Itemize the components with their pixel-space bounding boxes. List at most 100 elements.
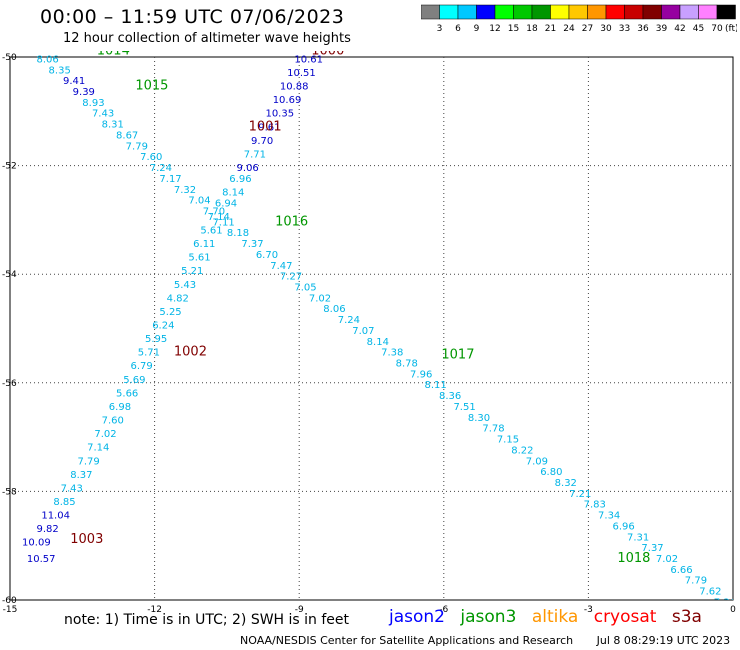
low-pressure-label: 1001 xyxy=(249,119,282,134)
sat-s3a: s3a xyxy=(671,607,702,627)
wave-height-value: 9.82 xyxy=(37,524,59,535)
scale-label: 15 xyxy=(508,24,519,34)
wave-height-value: 10.57 xyxy=(27,554,56,565)
wave-height-value: 5.21 xyxy=(181,266,203,277)
wave-height-value: 7.78 xyxy=(482,424,504,435)
scale-label: 33 xyxy=(619,24,630,34)
wave-height-value: 10.51 xyxy=(287,68,316,79)
wave-height-value: 5.43 xyxy=(174,280,196,291)
wave-height-value: 7.04 xyxy=(188,196,210,207)
wave-height-value: 9.70 xyxy=(251,136,273,147)
wave-height-value: 7.07 xyxy=(352,326,374,337)
wave-height-value: 7.37 xyxy=(641,543,663,554)
credit-org: NOAA/NESDIS Center for Satellite Applica… xyxy=(240,634,574,647)
wave-height-value: 7.71 xyxy=(244,149,266,160)
sat-cryosat: cryosat xyxy=(593,607,657,627)
y-tick-label: -52 xyxy=(2,162,17,172)
wave-height-value: 6.80 xyxy=(540,467,562,478)
credit-timestamp: Jul 8 08:29:19 UTC 2023 xyxy=(596,634,731,647)
scale-label: 6 xyxy=(455,24,461,34)
wave-height-value: 8.31 xyxy=(102,120,124,131)
wave-height-value: 7.21 xyxy=(569,489,591,500)
sat-jason2: jason2 xyxy=(389,607,445,627)
high-pressure-label: 1014 xyxy=(97,43,130,58)
wave-height-value: 7.79 xyxy=(685,576,707,587)
x-tick-label: -9 xyxy=(295,605,304,615)
scale-label: 42 xyxy=(674,24,685,34)
wave-height-value: 7.79 xyxy=(126,141,148,152)
wave-height-value: 7.37 xyxy=(241,239,263,250)
satellite-legend: jason2 jason3 altika cryosat s3a xyxy=(389,607,712,627)
wave-height-value: 8.93 xyxy=(82,98,104,109)
wave-height-value: 7.34 xyxy=(714,597,736,608)
wave-height-value: 7.02 xyxy=(94,429,116,440)
wave-height-value: 4.82 xyxy=(167,293,189,304)
high-pressure-label: 1016 xyxy=(275,214,308,229)
x-tick-label: -3 xyxy=(584,605,593,615)
high-pressure-label: 1018 xyxy=(617,551,650,566)
scale-label: 70 xyxy=(711,24,723,34)
x-tick-label: -15 xyxy=(3,605,18,615)
wave-height-value: 7.70 xyxy=(203,206,225,217)
wave-height-value: 10.09 xyxy=(22,538,51,549)
wave-height-value: 7.60 xyxy=(140,152,162,163)
wave-height-value: 7.51 xyxy=(453,402,475,413)
wave-height-value: 11.23 xyxy=(302,41,331,52)
wave-height-value: 7.83 xyxy=(584,500,606,511)
credit-line: NOAA/NESDIS Center for Satellite Applica… xyxy=(240,634,730,647)
map-title: 00:00 – 11:59 UTC 07/06/2023 xyxy=(40,6,345,28)
scale-label: 39 xyxy=(656,24,668,34)
wave-height-value: 5.61 xyxy=(200,225,222,236)
wave-height-value: 7.79 xyxy=(77,456,99,467)
wave-height-value: 7.11 xyxy=(212,217,234,228)
wave-height-value: 7.47 xyxy=(270,261,292,272)
wave-height-value: 7.17 xyxy=(159,174,181,185)
wave-height-value: 8.22 xyxy=(511,445,533,456)
wave-height-value: 9.61 xyxy=(258,122,280,133)
wave-height-value: 8.18 xyxy=(227,228,249,239)
wave-height-value: 7.24 xyxy=(338,315,360,326)
wave-height-value: 7.02 xyxy=(656,554,678,565)
wave-height-readings: 8.068.359.419.398.937.438.318.677.797.60… xyxy=(22,41,736,608)
wave-height-value: 9.39 xyxy=(73,87,95,98)
wave-height-value: 7.43 xyxy=(92,109,114,120)
wave-height-value: 7.09 xyxy=(526,456,548,467)
wave-height-value: 6.94 xyxy=(215,198,237,209)
wave-height-value: 8.85 xyxy=(53,497,75,508)
low-pressure-label: 1000 xyxy=(311,43,344,58)
wave-height-value: 10.61 xyxy=(294,54,323,65)
wave-height-value: 5.95 xyxy=(145,334,167,345)
wave-height-value: 7.32 xyxy=(174,185,196,196)
wave-height-value: 5.69 xyxy=(123,375,145,386)
wave-height-value: 8.14 xyxy=(222,187,244,198)
y-tick-label: -54 xyxy=(2,270,17,280)
wave-height-value: 7.05 xyxy=(294,282,316,293)
wave-height-value: 8.30 xyxy=(468,413,490,424)
wave-height-value: 7.15 xyxy=(497,435,519,446)
x-tick-label: -12 xyxy=(147,605,162,615)
wave-height-value: 8.37 xyxy=(70,470,92,481)
wave-height-value: 8.14 xyxy=(367,337,389,348)
scale-label: 12 xyxy=(489,24,500,34)
wave-height-value: 6.70 xyxy=(256,250,278,261)
wave-height-value: 7.38 xyxy=(381,348,403,359)
wave-height-value: 10.88 xyxy=(280,82,309,93)
wave-height-value: 9.06 xyxy=(237,163,259,174)
wave-height-value: 6.11 xyxy=(193,239,215,250)
scale-label: 36 xyxy=(637,24,649,34)
scale-label: 9 xyxy=(474,24,480,34)
scale-swatch xyxy=(716,4,736,20)
wave-height-value: 7.31 xyxy=(627,532,649,543)
wave-height-value: 6.96 xyxy=(613,521,635,532)
wave-height-value: 5.61 xyxy=(188,253,210,264)
scale-label: 45 xyxy=(693,24,704,34)
wave-height-value: 6.79 xyxy=(131,361,153,372)
y-tick-label: -60 xyxy=(2,596,17,606)
x-tick-label: 0 xyxy=(730,605,736,615)
wave-height-value: 5.66 xyxy=(116,388,138,399)
wave-height-value: 8.78 xyxy=(396,359,418,370)
scale-unit: (ft) xyxy=(725,24,737,34)
map-subtitle: 12 hour collection of altimeter wave hei… xyxy=(63,31,351,46)
wave-height-value: 8.06 xyxy=(323,304,345,315)
